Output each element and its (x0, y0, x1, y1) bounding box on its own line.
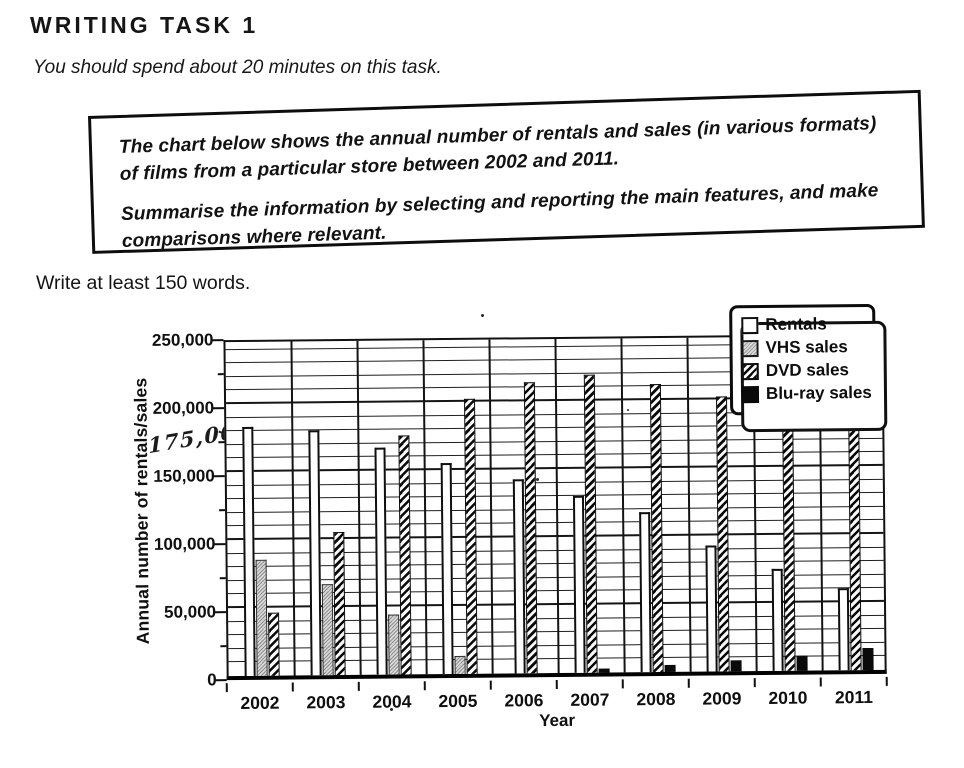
y-axis-tick (213, 407, 225, 410)
bar-rentals-2008 (639, 511, 652, 673)
x-axis-tick (555, 679, 559, 690)
legend-label: DVD sales (765, 360, 850, 380)
legend-swatch-solid-black (741, 385, 760, 403)
gridline-vertical (356, 340, 362, 675)
gridline-vertical (488, 339, 494, 674)
bar-rentals-2009 (705, 544, 718, 672)
y-axis-tick-label: 200,000 (152, 398, 215, 418)
bar-dvd-sales-2005 (464, 399, 478, 674)
legend-item-vhs-sales: VHS sales (741, 337, 864, 358)
y-axis-tick (212, 339, 224, 342)
bar-rentals-2011 (837, 588, 850, 671)
bar-dvd-sales-2006 (523, 382, 538, 674)
bar-dvd-sales-2003 (333, 532, 346, 676)
y-axis-tick (214, 543, 226, 546)
x-axis-tick-label: 2006 (504, 690, 544, 711)
x-axis-tick (225, 683, 229, 693)
bar-blu-ray-sales-2011 (862, 648, 874, 671)
scan-speck (481, 314, 484, 317)
bar-vhs-sales-2005 (454, 656, 466, 674)
bar-dvd-sales-2009 (716, 396, 730, 672)
x-axis-tick-label: 2008 (636, 688, 676, 710)
y-axis-tick-label: 0 (207, 670, 217, 690)
x-axis-tick-label: 2005 (438, 690, 478, 712)
y-axis-tick (213, 475, 225, 478)
legend-item-rentals: Rentals (741, 314, 864, 335)
x-axis-tick-label: 2003 (306, 692, 346, 713)
y-axis-tick-label: 250,000 (151, 330, 214, 350)
bar-blu-ray-sales-2008 (664, 665, 676, 672)
x-axis-tick (687, 678, 690, 688)
chart-legend: Rentals VHS sales DVD sales Blu-ray sales (729, 303, 877, 416)
gridline-vertical (554, 338, 560, 673)
bar-dvd-sales-2004 (398, 435, 412, 675)
y-axis-minor-tick (220, 645, 227, 648)
scan-speck (627, 409, 629, 411)
bar-rentals-2006 (512, 478, 526, 674)
gridline-vertical (422, 340, 428, 675)
bar-blu-ray-sales-2010 (796, 655, 808, 671)
bar-rentals-2010 (771, 568, 784, 671)
bar-dvd-sales-2010 (782, 409, 796, 671)
legend-label: Blu-ray sales (765, 382, 872, 403)
gridline-vertical (290, 341, 296, 676)
y-axis-minor-tick (218, 441, 225, 444)
x-axis-title: Year (539, 710, 576, 731)
y-axis-tick (215, 679, 227, 682)
bar-dvd-sales-2002 (268, 613, 280, 676)
y-axis-minor-tick (219, 509, 226, 512)
legend-label: VHS sales (765, 337, 848, 357)
page-title: WRITING TASK 1 (30, 12, 259, 38)
y-axis-minor-tick (217, 373, 224, 376)
bar-rentals-2007 (572, 495, 586, 673)
legend-item-blu-ray-sales: Blu-ray sales (741, 383, 872, 404)
gridline-vertical (686, 337, 692, 672)
y-axis-tick-label: 100,000 (153, 534, 216, 554)
bar-dvd-sales-2011 (848, 417, 862, 671)
x-axis-tick (357, 681, 361, 691)
scan-speck (536, 478, 539, 481)
x-axis-tick-label: 2011 (834, 686, 873, 708)
bar-vhs-sales-2003 (321, 584, 334, 676)
x-axis-tick-label: 2010 (768, 687, 808, 708)
bar-rentals-2005 (440, 463, 454, 675)
bar-vhs-sales-2002 (255, 560, 268, 676)
x-axis-tick-label: 2009 (702, 688, 742, 709)
y-axis-tick (215, 611, 227, 614)
x-axis-tick (621, 679, 624, 689)
y-axis-tick-label: 150,000 (153, 466, 215, 486)
bar-rentals-2002 (242, 427, 256, 676)
bar-rentals-2003 (308, 430, 322, 676)
bar-rentals-2004 (374, 447, 388, 675)
x-axis-tick (489, 680, 493, 690)
gridline-vertical (620, 338, 626, 673)
y-axis-minor-tick (219, 577, 226, 580)
scan-speck (390, 708, 393, 711)
x-axis-tick (753, 678, 756, 688)
bar-vhs-sales-2004 (388, 614, 400, 675)
legend-swatch-plain-white (741, 316, 759, 334)
bar-dvd-sales-2007 (583, 374, 598, 673)
word-count-note: Write at least 150 words. (36, 272, 251, 294)
x-axis-tick-label: 2002 (240, 692, 280, 714)
legend-swatch-diagonal-hatch (741, 362, 759, 380)
x-axis-tick (819, 677, 822, 687)
x-axis-tick (291, 682, 295, 692)
time-instruction: You should spend about 20 minutes on thi… (33, 57, 442, 78)
bar-blu-ray-sales-2007 (598, 668, 610, 673)
legend-item-dvd-sales: DVD sales (741, 360, 865, 381)
x-axis-tick-label: 2007 (570, 689, 610, 710)
x-axis-tick (885, 676, 888, 686)
y-axis-tick-label: 50,000 (163, 602, 217, 622)
legend-swatch-light-stipple (741, 339, 759, 357)
x-axis-tick (423, 681, 427, 691)
bar-blu-ray-sales-2009 (730, 660, 742, 672)
legend-label: Rentals (765, 314, 827, 334)
